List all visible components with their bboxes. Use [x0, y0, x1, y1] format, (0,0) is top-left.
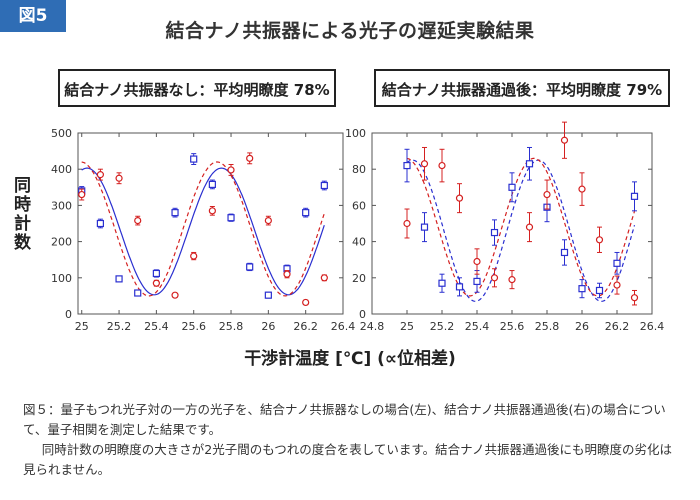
data-point-blue [525, 160, 534, 168]
y-tick-label: 80 [352, 163, 366, 176]
data-point-blue [490, 228, 499, 237]
x-tick-label: 26 [575, 320, 589, 333]
data-point-red [283, 270, 291, 278]
y-tick-label: 300 [51, 199, 72, 212]
data-point-blue [96, 219, 104, 228]
data-point-red [134, 217, 142, 225]
data-point-blue [320, 181, 328, 190]
data-point-blue [190, 155, 198, 163]
y-tick-label: 60 [352, 199, 366, 212]
left-condition-box: 結合ナノ共振器なし：平均明瞭度 78% [58, 69, 336, 107]
x-axis-label: 干渉計温度 [℃] (∝位相差) [244, 349, 456, 369]
y-tick-label: 20 [352, 272, 366, 285]
data-point-red [208, 207, 216, 215]
data-point-blue [208, 180, 216, 189]
y-tick-label: 0 [359, 308, 366, 321]
x-tick-label: 24.8 [360, 320, 385, 333]
data-point-blue [455, 283, 464, 291]
data-point-blue [560, 248, 569, 257]
data-point-blue [115, 275, 123, 283]
fit-curve-red [406, 157, 636, 297]
data-point-blue [403, 161, 411, 170]
data-point-red [560, 136, 569, 144]
data-point-red [171, 291, 179, 299]
page-title: 結合ナノ共振器による光子の遅延実験結果 [165, 20, 535, 42]
x-tick-label: 25.8 [535, 320, 560, 333]
x-tick-label: 26 [261, 320, 275, 333]
x-tick-label: 25.4 [144, 320, 169, 333]
data-point-red [246, 154, 254, 162]
x-tick-label: 25.6 [181, 320, 206, 333]
data-point-blue [578, 285, 586, 293]
data-point-red [78, 190, 86, 199]
data-point-red [438, 161, 446, 170]
x-tick-label: 25.6 [500, 320, 525, 333]
plot-frame [77, 132, 344, 315]
data-point-blue [264, 291, 272, 299]
data-point-red [595, 236, 604, 244]
data-point-red [302, 298, 310, 307]
data-point-red [264, 217, 272, 225]
data-point-red [613, 281, 621, 289]
fit-curve-blue [81, 167, 325, 296]
data-point-blue [246, 263, 254, 271]
y-axis-label: 同時計数 [10, 176, 30, 252]
x-tick-label: 25.8 [219, 320, 244, 333]
y-tick-label: 200 [51, 236, 72, 249]
x-tick-label: 26.2 [605, 320, 630, 333]
data-point-blue [420, 223, 429, 231]
data-point-blue [595, 286, 604, 295]
x-tick-label: 25.2 [107, 320, 132, 333]
caption-line-2: 同時計数の明瞭度の大きさが2光子間のもつれの度合を表しています。結合ナノ共振器通… [23, 442, 672, 477]
data-point-blue [134, 289, 142, 297]
x-tick-label: 26.2 [293, 320, 318, 333]
y-tick-label: 400 [51, 163, 72, 176]
panel-left: 0 100 200 300 400 500 25 25.2 25.4 25.6 25.8 26 26.2… [51, 127, 355, 333]
data-point-red [543, 190, 551, 199]
figure-label: 図5 [0, 0, 66, 32]
data-point-red [490, 274, 499, 282]
data-point-red [190, 252, 198, 260]
x-tick-label: 25.2 [430, 320, 455, 333]
data-point-red [96, 171, 104, 179]
y-tick-label: 100 [345, 127, 366, 140]
x-tick-label: 26.4 [640, 320, 665, 333]
panel-right: 0 20 40 60 80 100 24.8 25 25.2 25.4 25.6 25.8 26 26.2… [345, 121, 665, 333]
data-point-red [403, 219, 411, 228]
y-tick-label: 0 [65, 308, 72, 321]
data-point-red [115, 174, 123, 182]
x-tick-label: 25 [400, 320, 414, 333]
data-point-blue [508, 183, 516, 191]
data-point-blue [438, 279, 446, 287]
data-point-red [473, 257, 481, 266]
right-condition-box: 結合ナノ共振器通過後：平均明瞭度 79% [374, 69, 670, 107]
data-point-blue [473, 277, 481, 286]
data-point-blue [227, 214, 235, 222]
data-point-blue [171, 209, 179, 217]
x-tick-label: 25 [75, 320, 89, 333]
y-tick-label: 500 [51, 127, 72, 140]
data-point-red [578, 185, 586, 193]
data-point-blue [152, 269, 160, 278]
data-point-red [227, 166, 235, 174]
y-tick-label: 100 [51, 272, 72, 285]
caption-line-1: 図５：量子もつれ光子対の一方の光子を、結合ナノ共振器なしの場合(左)、結合ナノ共… [23, 402, 666, 437]
data-point-red [420, 160, 429, 168]
caption: 図５：量子もつれ光子対の一方の光子を、結合ナノ共振器なしの場合(左)、結合ナノ共… [23, 400, 683, 480]
y-tick-label: 40 [352, 236, 366, 249]
data-point-red [525, 223, 534, 231]
data-point-red [630, 294, 639, 302]
fit-curve-blue [406, 159, 636, 302]
data-point-red [320, 274, 328, 282]
data-point-blue [630, 192, 639, 200]
data-point-blue [302, 209, 310, 217]
data-point-blue [613, 259, 621, 267]
data-point-red [508, 276, 516, 284]
data-point-red [152, 279, 160, 287]
data-point-red [455, 194, 464, 202]
x-tick-label: 25.4 [465, 320, 490, 333]
x-tick-label: 26.4 [331, 320, 356, 333]
fit-curve-red [81, 161, 325, 297]
